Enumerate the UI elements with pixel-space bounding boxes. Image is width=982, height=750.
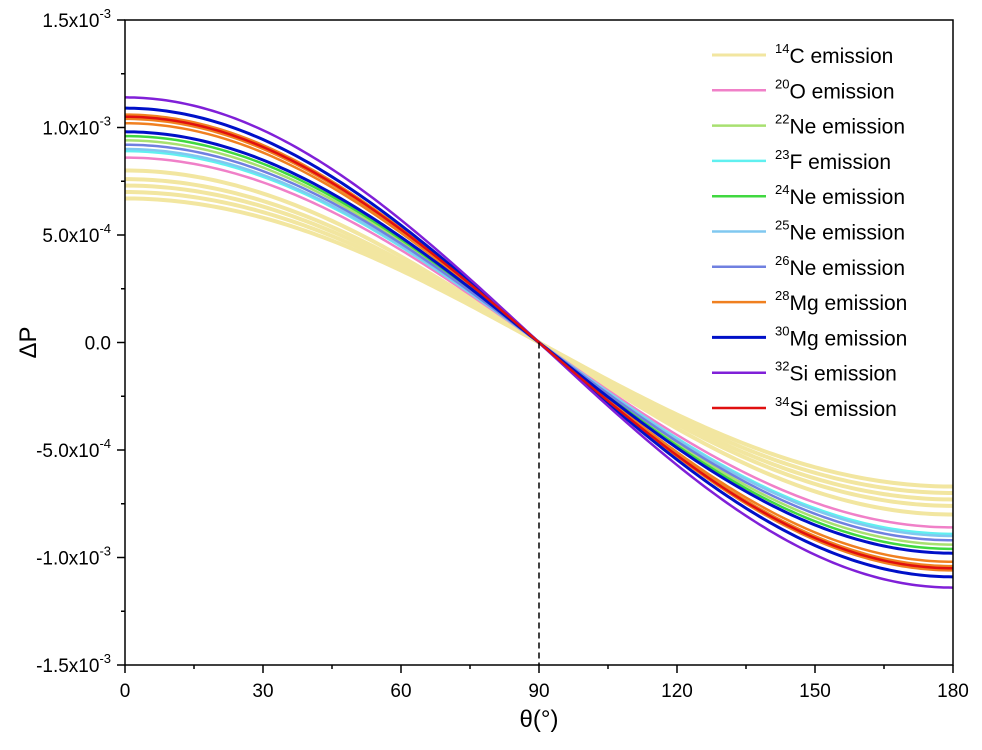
legend-label-32: 32Si emission: [775, 359, 897, 386]
legend-label-25: 25Ne emission: [775, 218, 905, 245]
legend-label-14: 14C emission: [775, 41, 893, 68]
axes-layer: 0 30 60 90 120 150 180 -1.5x10-3 -1.0x10-3 -5.0x1…: [15, 6, 969, 733]
legend-label-34: 34Si emission: [775, 394, 897, 421]
y-tick-label: -5.0x10-4: [36, 436, 111, 462]
x-tick-label: 60: [390, 681, 411, 702]
legend-label-23: 23F emission: [775, 147, 891, 174]
y-tick-label: -1.5x10-3: [36, 651, 111, 677]
x-tick-label: 180: [937, 681, 969, 702]
y-tick-label: 5.0x10-4: [42, 221, 111, 247]
legend-label-24: 24Ne emission: [775, 182, 905, 209]
y-axis-title: ΔP: [15, 326, 42, 358]
x-axis-title: θ(°): [520, 706, 559, 733]
legend-label-22: 22Ne emission: [775, 112, 905, 139]
x-tick-label: 90: [528, 681, 549, 702]
legend-label-26: 26Ne emission: [775, 253, 905, 280]
legend: 14C emission 20O emission 22Ne emission 23F…: [712, 41, 907, 421]
y-tick-label: 1.5x10-3: [42, 6, 111, 32]
x-tick-label: 0: [120, 681, 131, 702]
x-tick-label: 30: [252, 681, 273, 702]
y-tick-label: 0.0: [85, 334, 111, 355]
legend-label-20: 20O emission: [775, 76, 895, 103]
legend-label-28: 28Mg emission: [775, 288, 907, 315]
legend-label-30: 30Mg emission: [775, 323, 907, 350]
y-tick-label: -1.0x10-3: [36, 544, 111, 570]
x-tick-label: 150: [799, 681, 831, 702]
x-tick-label: 120: [661, 681, 693, 702]
y-tick-label: 1.0x10-3: [42, 114, 111, 140]
